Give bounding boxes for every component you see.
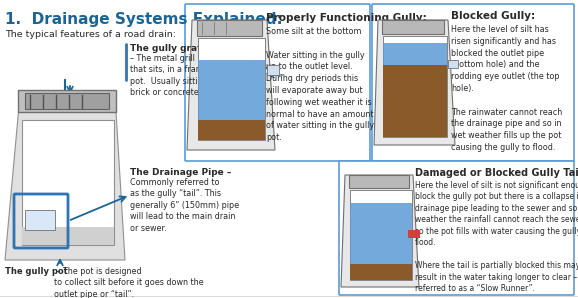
FancyBboxPatch shape (185, 4, 370, 161)
Bar (267, 65, 279, 75)
Text: Some silt at the bottom

Water sitting in the gully
up to the outlet level.
Duri: Some silt at the bottom Water sitting in… (266, 27, 374, 142)
Text: Damaged or Blocked Gully Tail:: Damaged or Blocked Gully Tail: (415, 168, 578, 178)
Bar (25, 93, 109, 109)
Polygon shape (187, 20, 275, 150)
Polygon shape (341, 175, 419, 287)
Bar (198, 60, 265, 120)
Bar (22, 120, 114, 245)
Text: The typical features of a road drain:: The typical features of a road drain: (5, 30, 176, 39)
Bar (350, 264, 412, 280)
Bar (198, 38, 265, 140)
Bar (383, 36, 447, 137)
Polygon shape (374, 20, 455, 145)
Bar (383, 43, 447, 65)
Text: Here the level of silt has
risen significantly and has
blocked the outlet pipe
(: Here the level of silt has risen signifi… (451, 25, 562, 152)
Bar (25, 210, 55, 230)
Bar (197, 20, 262, 36)
Bar (350, 203, 412, 268)
Text: Here the level of silt is not significant enough to
block the gully pot but ther: Here the level of silt is not significan… (415, 181, 578, 293)
Bar (18, 90, 116, 112)
FancyBboxPatch shape (372, 4, 574, 161)
Text: Blocked Gully:: Blocked Gully: (451, 11, 535, 21)
Text: Properly Functioning Gully:: Properly Functioning Gully: (266, 13, 427, 23)
Text: – The pot is designed
to collect silt before it goes down the
outlet pipe or “ta: – The pot is designed to collect silt be… (54, 267, 203, 298)
Text: The gully grating: The gully grating (130, 44, 217, 53)
Bar (349, 175, 409, 188)
Polygon shape (5, 95, 125, 260)
Text: – The metal grill
that sits, in a frame, over the Gully
pot.  Usually sitting on: – The metal grill that sits, in a frame,… (130, 54, 271, 97)
Text: The gully pot: The gully pot (5, 267, 68, 276)
Text: The Drainage Pipe –: The Drainage Pipe – (130, 168, 231, 177)
Text: 1.  Drainage Systems Explained:: 1. Drainage Systems Explained: (5, 12, 283, 27)
Bar (448, 60, 458, 68)
Bar (382, 20, 444, 34)
Bar (408, 230, 420, 238)
Bar (350, 190, 412, 280)
Text: Commonly referred to
as the gully “tail”. This
generally 6” (150mm) pipe
will le: Commonly referred to as the gully “tail”… (130, 178, 239, 233)
Bar (383, 65, 447, 137)
Bar (198, 120, 265, 140)
FancyBboxPatch shape (339, 161, 574, 295)
Bar (22, 227, 114, 245)
